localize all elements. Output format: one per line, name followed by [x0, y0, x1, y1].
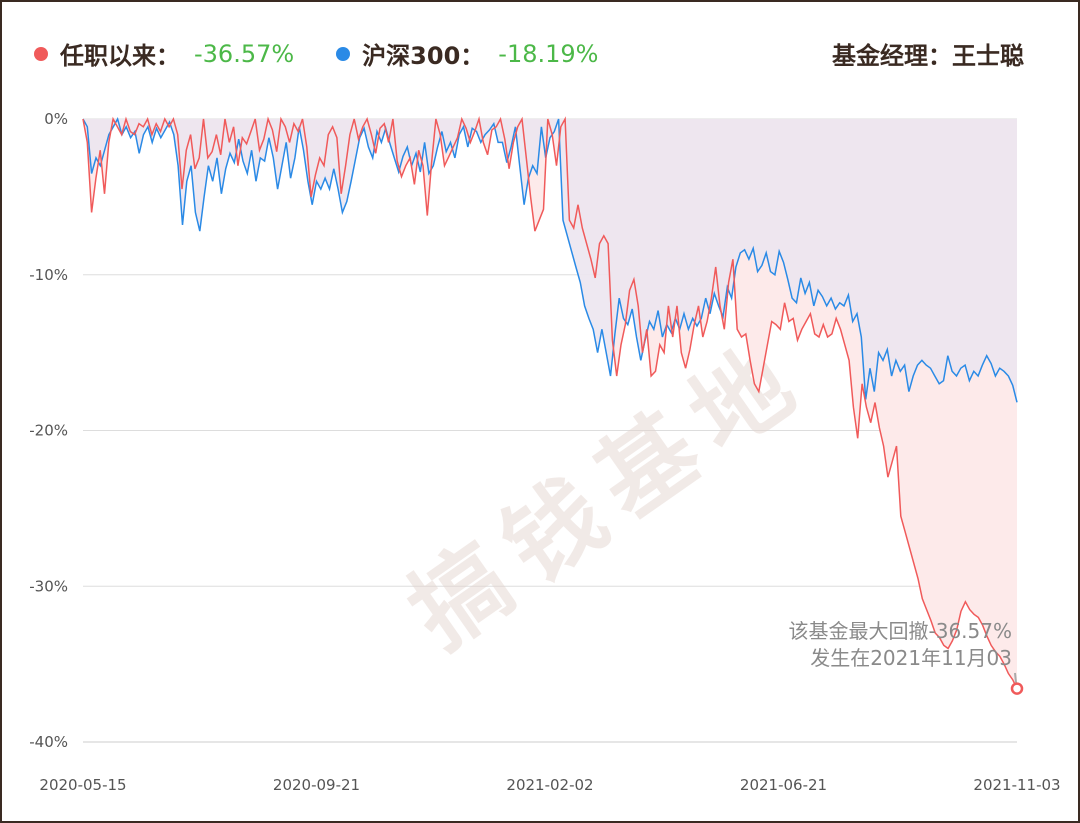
legend-value-index: -18.19%	[498, 39, 599, 68]
x-axis-ticks: 2020-05-15 2020-09-21 2021-02-02 2021-06-21…	[39, 776, 1060, 794]
y-tick-label: -40%	[29, 733, 68, 751]
legend: 任职以来： -36.57% 沪深300： -18.19%	[34, 36, 640, 71]
y-tick-label: -10%	[29, 266, 68, 284]
annotation-pointer	[1014, 672, 1017, 683]
legend-item-fund[interactable]: 任职以来： -36.57%	[34, 36, 294, 71]
max-drawdown-point[interactable]	[1010, 682, 1024, 695]
x-tick-label: 2021-06-21	[740, 776, 827, 794]
fund-line[interactable]	[82, 116, 1018, 689]
legend-value-fund: -36.57%	[194, 39, 295, 68]
index-area	[83, 119, 1017, 403]
fund-manager-label: 基金经理：王士聪	[832, 42, 1024, 70]
legend-label-index: 沪深300：	[362, 42, 485, 70]
x-tick-label: 2020-09-21	[273, 776, 360, 794]
index-line[interactable]	[82, 117, 1018, 403]
y-tick-label: -20%	[29, 422, 68, 440]
y-tick-label: -30%	[29, 577, 68, 595]
annotation-line2: 发生在2021年11月03	[810, 646, 1012, 670]
x-tick-label: 2021-11-03	[973, 776, 1060, 794]
x-tick-label: 2021-02-02	[506, 776, 593, 794]
y-tick-label: 0%	[44, 110, 68, 128]
legend-label-fund: 任职以来：	[60, 42, 180, 70]
y-axis-ticks: 0% -10% -20% -30% -40%	[29, 110, 68, 751]
legend-item-index[interactable]: 沪深300： -18.19%	[336, 36, 598, 71]
legend-dot-fund	[34, 46, 48, 61]
annotation-line1: 该基金最大回撤-36.57%	[789, 619, 1012, 643]
x-tick-label: 2020-05-15	[39, 776, 126, 794]
legend-dot-index	[336, 46, 351, 61]
